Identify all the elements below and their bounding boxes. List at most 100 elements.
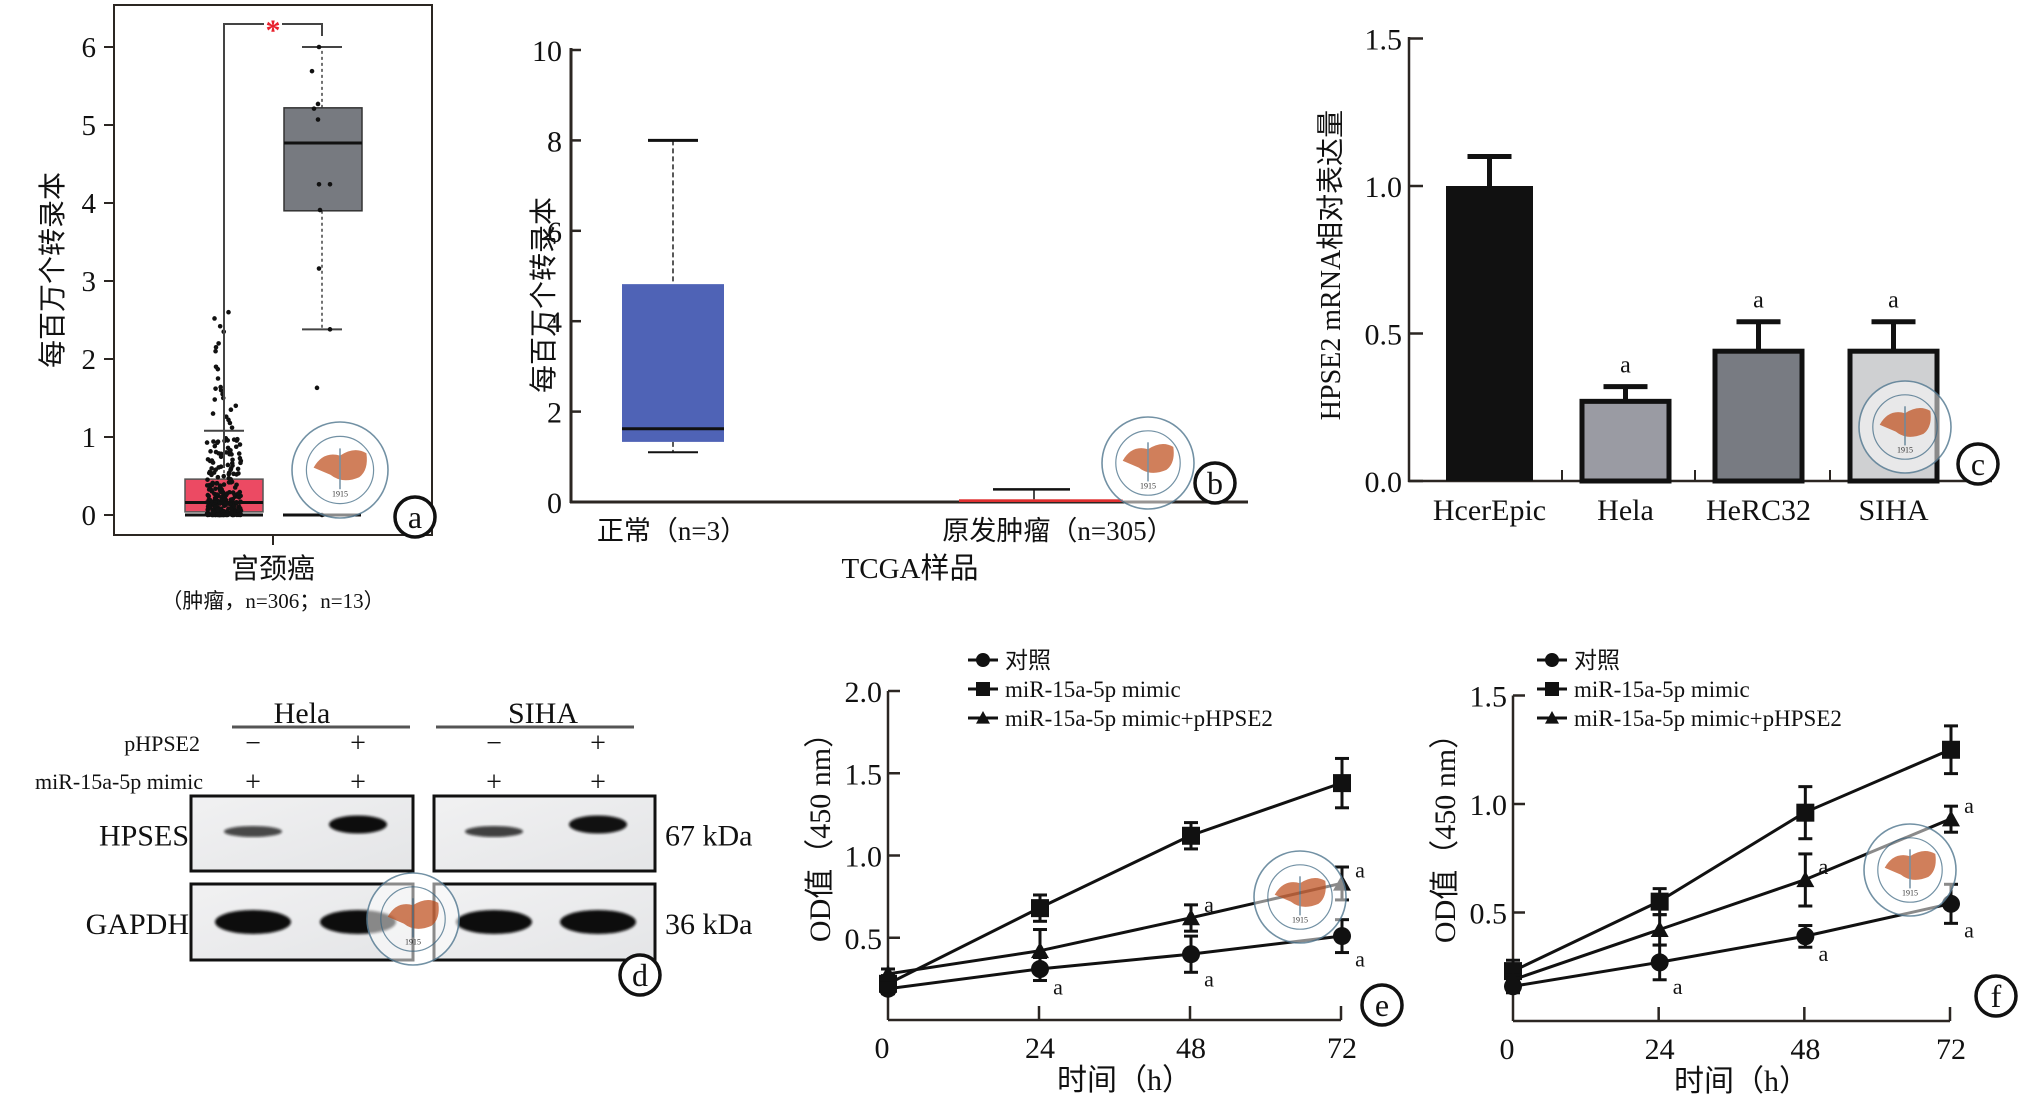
data-point [238, 460, 243, 466]
box-iqr [959, 499, 1123, 502]
data-point [214, 492, 220, 497]
y-tick-label: 5 [82, 110, 97, 142]
data-point [213, 364, 219, 370]
series-line [1512, 748, 1951, 973]
data-point [204, 440, 210, 445]
significance-label: a [1964, 793, 1974, 818]
marker-triangle [1031, 941, 1049, 959]
data-point [236, 495, 242, 500]
blot-band [456, 910, 532, 934]
legend-label: miR-15a-5p mimic [1574, 677, 1750, 702]
panel-b-x-tick-labels: 正常（n=3） 原发肿瘤（n=305） [597, 516, 1174, 546]
seal-year: 1915 [1292, 915, 1308, 924]
y-tick-label: 6 [547, 216, 562, 249]
significance-label: a [1204, 966, 1214, 991]
panel-badge-e: e [1360, 983, 1404, 1027]
box-tumor [959, 488, 1123, 502]
badge-letter: b [1207, 465, 1223, 501]
data-point [211, 470, 217, 475]
sign-mimic: + [350, 767, 366, 798]
data-point [223, 501, 228, 506]
data-point [234, 499, 239, 505]
y-tick-label: 0 [547, 487, 562, 520]
y-tick-label: 8 [547, 125, 562, 158]
panel-a-boxplot: 0 1 2 3 4 5 6 每百万个转录本 宫颈癌 （肿瘤，n=306；n=13） * [37, 4, 433, 613]
y-tick-label: 2.0 [845, 676, 883, 709]
y-tick-label: 2 [547, 397, 562, 430]
x-tick-label: 48 [1790, 1033, 1820, 1066]
x-tick-label: 72 [1327, 1032, 1357, 1065]
data-point [211, 439, 216, 444]
data-point [226, 471, 232, 477]
x-tick-label-tumor: 原发肿瘤（n=305） [942, 516, 1173, 546]
significance-label: a [1964, 917, 1974, 942]
y-tick-label: 1.0 [1365, 171, 1403, 204]
panel-badge-c: c [1956, 442, 2000, 486]
data-point [237, 442, 243, 447]
panel-c-y-ticks: 0.0 0.5 1.0 1.5 [1365, 24, 1423, 499]
panel-a-x-axis-sublabel: （肿瘤，n=306；n=13） [161, 589, 384, 613]
data-point [215, 376, 221, 381]
marker-circle [1650, 953, 1669, 972]
panel-a-significance-bracket: * [223, 14, 323, 468]
data-point [215, 440, 220, 446]
bar [1446, 186, 1533, 481]
badge-ring [1956, 442, 2000, 486]
blot-row-label-phpse2: pHPSE2 [124, 731, 200, 756]
bar-hcerepic: HcerEpic [1433, 154, 1546, 527]
data-point [230, 463, 235, 468]
panel-b-boxplot: 0 2 4 6 8 10 每百万个转录本 正常（n=3） 原发肿瘤（n=305） TCGA样… [528, 35, 1248, 585]
sign-mimic: + [245, 767, 261, 798]
data-point [204, 483, 210, 488]
marker-square [1333, 774, 1351, 793]
sign-phpse2: − [486, 728, 502, 759]
data-point [229, 510, 234, 515]
blot-group-label-hela: Hela [274, 697, 331, 730]
data-point [317, 207, 323, 213]
data-point [213, 486, 218, 492]
legend-item: miR-15a-5p mimic [1537, 677, 1750, 702]
data-point [235, 436, 240, 442]
data-point [228, 506, 234, 511]
blot-band [329, 815, 387, 834]
panel-badge-f: f [1974, 974, 2018, 1018]
significance-label: a [1818, 854, 1828, 879]
watermark-seal: 1915 [1858, 380, 1952, 474]
blot-membrane [189, 794, 415, 873]
y-tick-label: 1.0 [1470, 789, 1508, 822]
legend-item: miR-15a-5p mimic+pHPSE2 [968, 706, 1273, 731]
y-tick-label: 1.0 [845, 841, 883, 874]
data-point [212, 316, 217, 321]
badge-ring [1360, 983, 1404, 1027]
data-point [225, 438, 231, 443]
marker-circle [1333, 927, 1351, 946]
marker-triangle [1545, 711, 1559, 724]
marker-square [1182, 826, 1200, 845]
data-point [223, 512, 229, 518]
data-point [210, 411, 216, 416]
badge-ring [1193, 461, 1237, 505]
x-tick-label: 48 [1176, 1032, 1206, 1065]
data-point [224, 491, 230, 496]
y-tick-label: 0.5 [1365, 319, 1403, 352]
blot-band [569, 815, 627, 834]
blot-group-label-siha: SIHA [508, 697, 578, 730]
badge-letter: f [1991, 978, 2002, 1014]
badge-ring [393, 495, 437, 539]
data-point [207, 504, 213, 510]
panel-a-plot-area [184, 44, 363, 518]
data-point [212, 495, 218, 501]
significance-star: * [266, 14, 281, 47]
blot-row-label-mimic: miR-15a-5p mimic [35, 769, 203, 794]
bar-hela: a Hela [1579, 353, 1672, 527]
data-point [235, 466, 241, 472]
seal-ring-inner [1115, 430, 1181, 496]
data-point [205, 512, 211, 518]
y-tick-label: 0.0 [1365, 466, 1403, 499]
watermark-seal: 1915 [291, 421, 389, 519]
seal-year: 1915 [1897, 445, 1913, 454]
data-point [208, 449, 213, 454]
badge-letter: c [1971, 446, 1985, 482]
marker-triangle [1796, 870, 1815, 888]
